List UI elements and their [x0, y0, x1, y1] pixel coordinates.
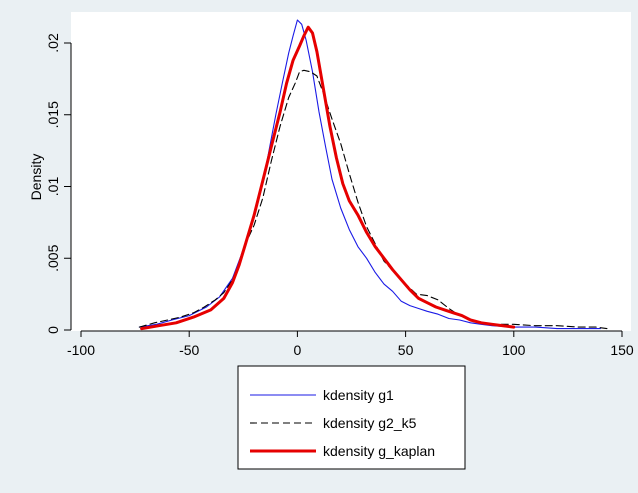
x-ticks: -100 -50 0 50 100 150	[67, 331, 634, 358]
series-line-3	[140, 25, 516, 331]
x-tick-label: 50	[398, 342, 414, 358]
y-ticks: 0 .005 .01 .015 .02	[45, 33, 71, 334]
legend-label: kdensity g_kaplan	[323, 443, 435, 459]
y-tick-label: .005	[45, 244, 61, 271]
series-line-2	[138, 69, 608, 330]
y-axis-label: Density	[28, 154, 44, 201]
plot-area	[71, 12, 631, 331]
x-tick-label: 100	[502, 342, 526, 358]
y-tick-label: .015	[45, 101, 61, 128]
legend: kdensity g1 kdensity g2_k5 kdensity g_kapl…	[237, 365, 466, 470]
y-tick-label: .01	[45, 177, 61, 197]
series-layer	[138, 19, 608, 331]
y-tick-label: .02	[45, 33, 61, 53]
legend-items: kdensity g1 kdensity g2_k5 kdensity g_kapl…	[250, 387, 435, 459]
x-tick-label: -50	[179, 342, 199, 358]
y-tick-label: 0	[45, 326, 61, 334]
legend-label: kdensity g2_k5	[323, 415, 417, 431]
x-tick-label: 150	[610, 342, 634, 358]
x-tick-label: 0	[294, 342, 302, 358]
x-tick-label: -100	[67, 342, 95, 358]
legend-label: kdensity g1	[323, 387, 394, 403]
